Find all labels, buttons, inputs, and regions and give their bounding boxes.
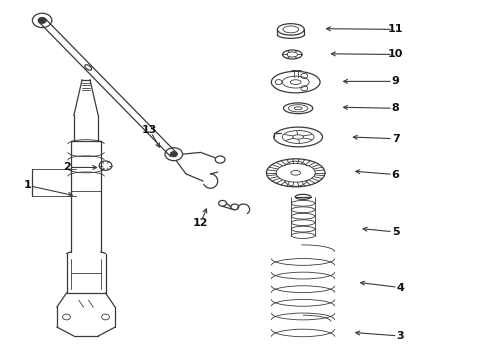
Text: 7: 7 [391,134,399,144]
Text: 8: 8 [391,103,399,113]
Text: 5: 5 [391,227,399,237]
Text: 10: 10 [387,49,403,59]
Text: 11: 11 [387,24,403,35]
Text: 12: 12 [192,218,208,228]
Text: 2: 2 [62,162,70,172]
Text: 4: 4 [396,283,404,293]
Text: 1: 1 [23,180,31,190]
Text: 9: 9 [391,76,399,86]
Text: 3: 3 [396,331,404,341]
Circle shape [170,152,177,157]
Circle shape [38,18,46,23]
Text: 6: 6 [391,170,399,180]
Text: 13: 13 [142,125,157,135]
